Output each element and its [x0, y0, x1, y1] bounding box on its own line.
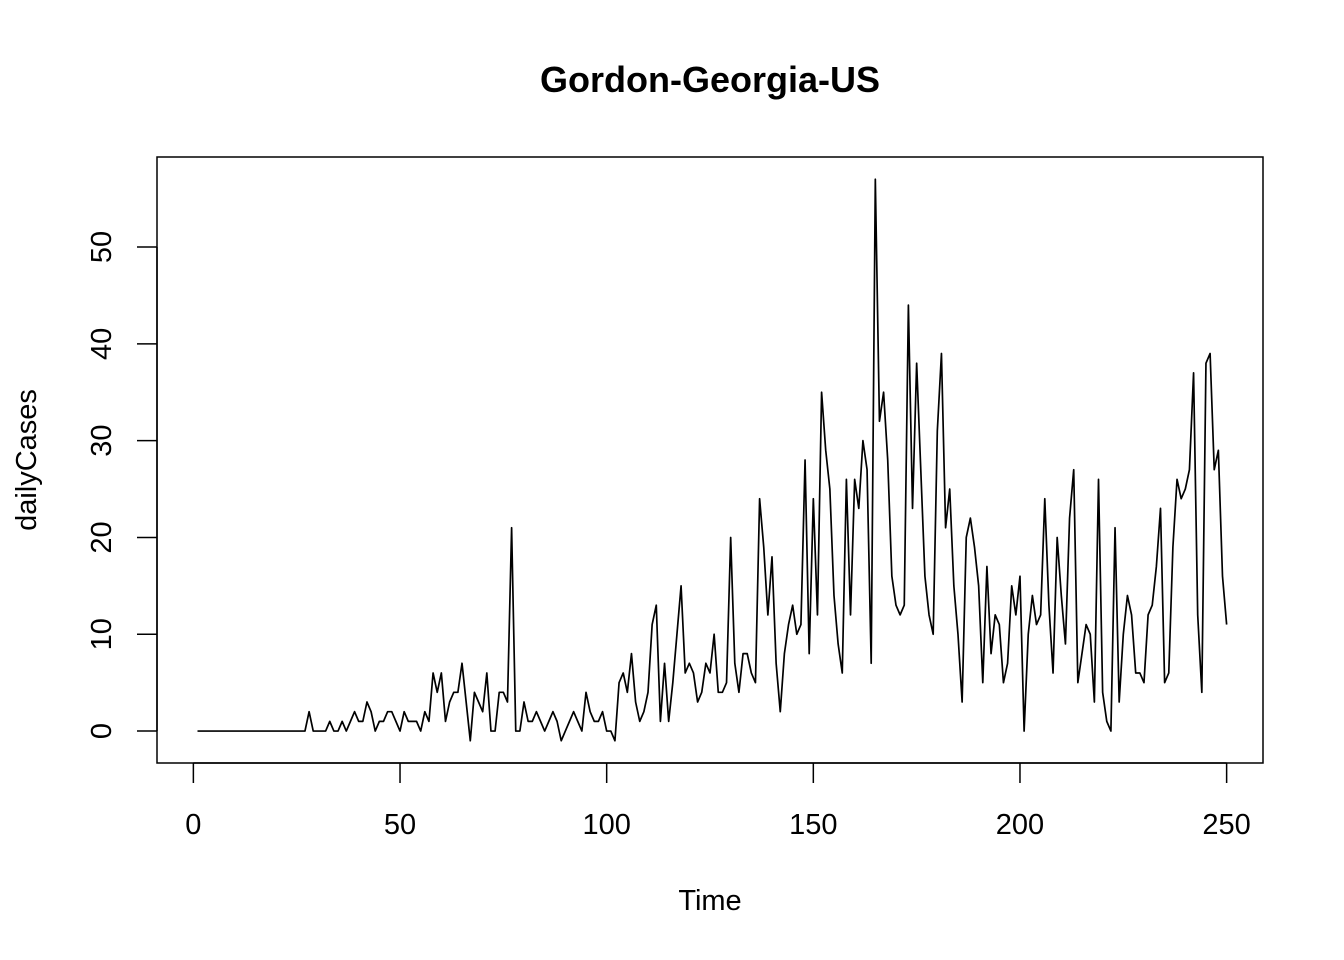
y-tick-label: 0: [86, 723, 118, 739]
y-tick-label: 10: [86, 618, 118, 650]
y-tick-label: 20: [86, 521, 118, 553]
y-tick-label: 50: [86, 231, 118, 263]
x-tick-label: 150: [789, 809, 837, 841]
y-axis-label: dailyCases: [11, 389, 43, 531]
series-line: [197, 178, 1228, 742]
chart-title: Gordon-Georgia-US: [540, 59, 880, 100]
x-tick-label: 100: [582, 809, 630, 841]
x-tick-label: 250: [1202, 809, 1250, 841]
x-tick-label: 200: [996, 809, 1044, 841]
x-tick-label: 0: [185, 809, 201, 841]
y-tick-label: 30: [86, 425, 118, 457]
x-axis-label: Time: [678, 885, 741, 917]
x-axis: 0 50 100 150 200 250: [185, 762, 1251, 841]
y-tick-label: 40: [86, 328, 118, 360]
x-tick-label: 50: [384, 809, 416, 841]
y-axis: 0 10 20 30 40 50: [86, 231, 158, 739]
series-layer: [197, 178, 1228, 742]
